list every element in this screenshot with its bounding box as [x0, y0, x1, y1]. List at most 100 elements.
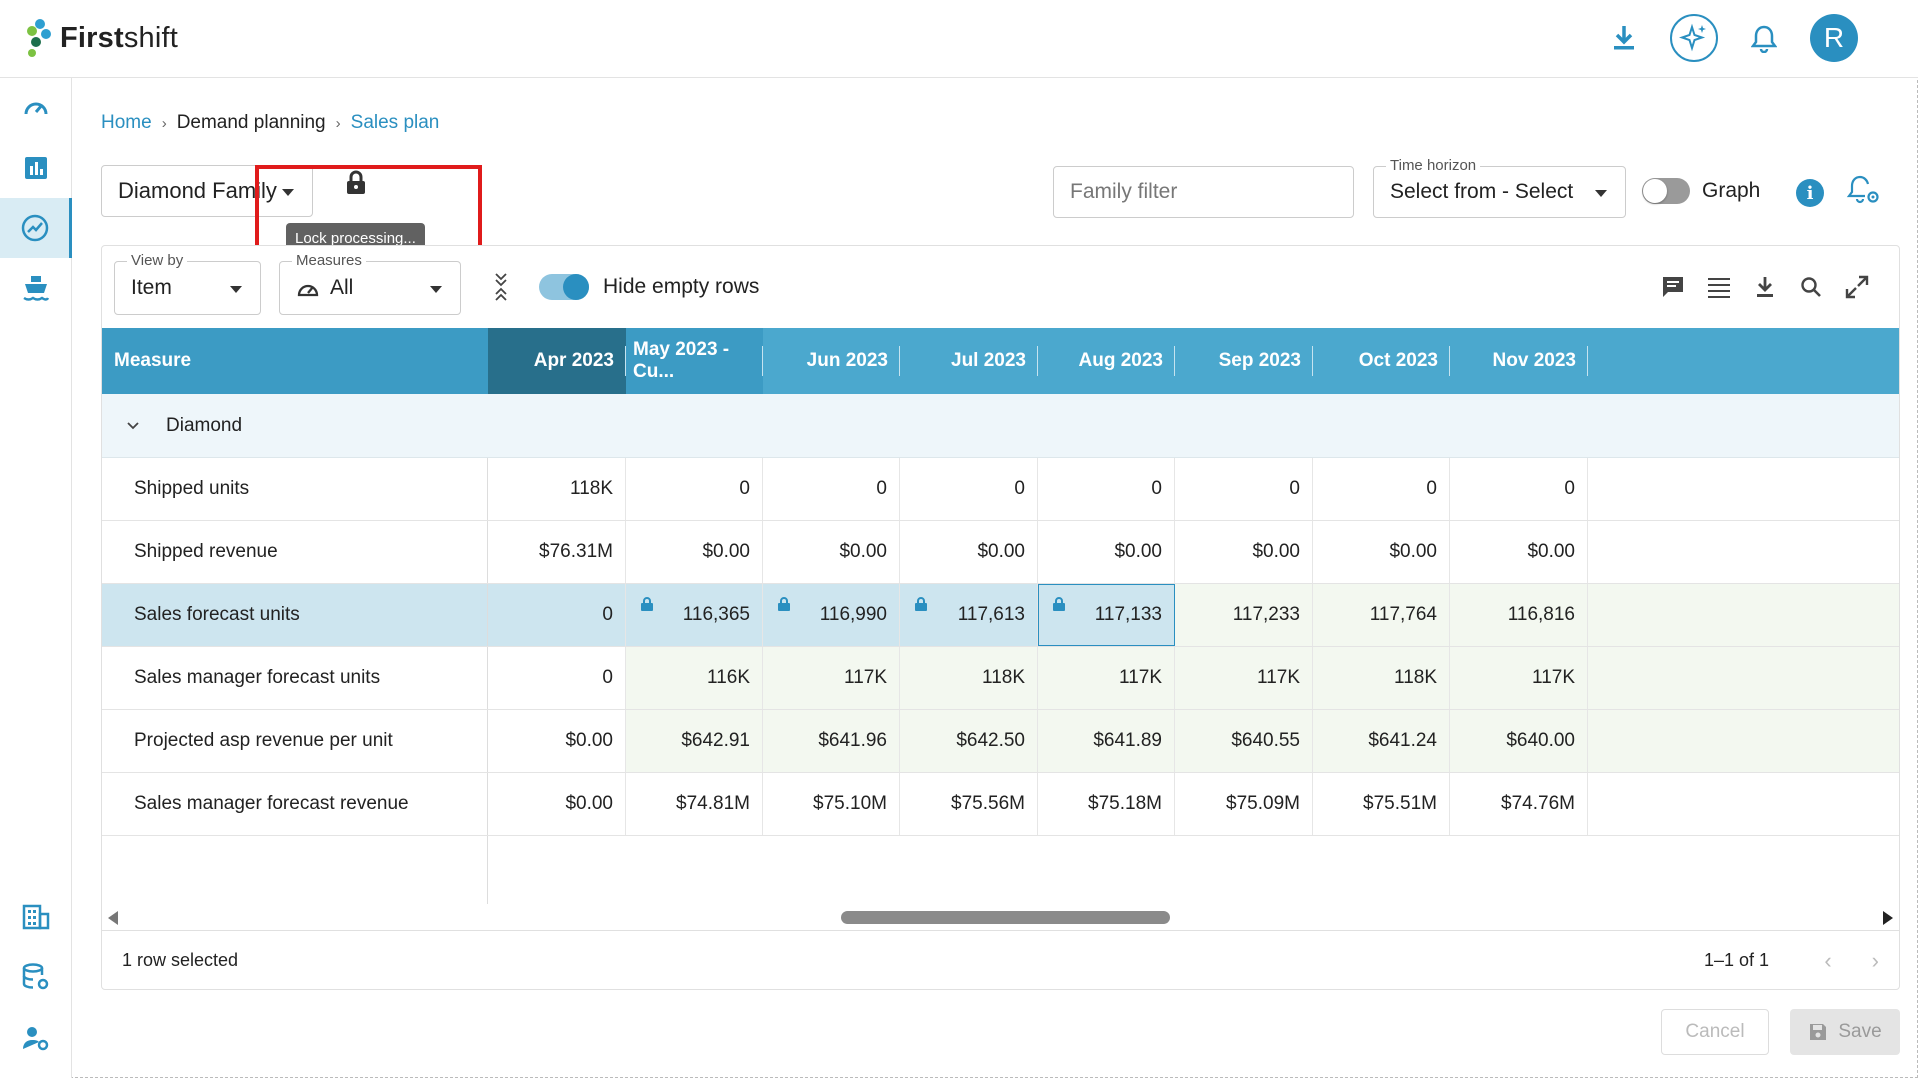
search-icon[interactable]	[1797, 273, 1825, 301]
column-header[interactable]: Apr 2023	[488, 328, 626, 394]
row-label: Sales manager forecast units	[102, 647, 488, 709]
user-avatar[interactable]: R	[1810, 14, 1858, 62]
table-cell: 0	[1313, 458, 1450, 520]
editable-cell[interactable]: 117K	[1450, 647, 1588, 709]
sales-plan-grid-card: View by Item Measures All Hide empty row…	[101, 245, 1900, 990]
column-header-measure[interactable]: Measure	[102, 328, 488, 394]
hide-empty-rows-toggle[interactable]: Hide empty rows	[539, 274, 759, 300]
table-row-selected[interactable]: Sales forecast units 0 116,365 116,990 1…	[102, 584, 1899, 647]
horizontal-scrollbar[interactable]	[102, 906, 1899, 928]
breadcrumb-home[interactable]: Home	[101, 112, 152, 133]
time-horizon-select[interactable]: Time horizon Select from - Select	[1373, 157, 1626, 218]
time-horizon-label: Time horizon	[1386, 157, 1481, 174]
comments-icon[interactable]	[1659, 273, 1687, 301]
sidebar-item-reports[interactable]	[0, 138, 72, 198]
time-horizon-value: Select from - Select	[1390, 180, 1574, 203]
table-row[interactable]: Shipped units 118K 0 0 0 0 0 0 0	[102, 458, 1899, 521]
breadcrumb-sales-plan[interactable]: Sales plan	[350, 112, 440, 133]
view-by-label: View by	[127, 252, 188, 269]
table-cell: $0.00	[900, 521, 1038, 583]
view-by-select[interactable]: View by Item	[114, 252, 261, 315]
group-row[interactable]: Diamond	[102, 394, 1899, 458]
breadcrumb-demand-planning[interactable]: Demand planning	[176, 112, 326, 133]
editable-cell[interactable]: $641.96	[763, 710, 900, 772]
editable-cell[interactable]: $642.50	[900, 710, 1038, 772]
editable-cell[interactable]: 117K	[1175, 647, 1313, 709]
editable-cell[interactable]: 116K	[626, 647, 763, 709]
editable-cell[interactable]: 117K	[1038, 647, 1175, 709]
editable-cell[interactable]: $642.91	[626, 710, 763, 772]
app-logo[interactable]: Firstshift	[26, 18, 178, 58]
next-page-icon[interactable]: ›	[1871, 947, 1879, 973]
chevron-down-icon[interactable]	[126, 421, 140, 431]
download-icon[interactable]	[1600, 14, 1648, 62]
sidebar-item-data-settings[interactable]	[0, 947, 72, 1007]
table-cell: 0	[900, 458, 1038, 520]
column-header[interactable]: Oct 2023	[1313, 328, 1450, 394]
table-row[interactable]: Projected asp revenue per unit $0.00 $64…	[102, 710, 1899, 773]
family-select[interactable]: Diamond Family	[101, 165, 313, 217]
notification-settings-icon[interactable]	[1846, 172, 1882, 213]
scroll-left-arrow-icon[interactable]	[108, 911, 118, 925]
notification-bell-icon[interactable]	[1740, 14, 1788, 62]
locked-cell[interactable]: 116,990	[763, 584, 900, 646]
cell-value: 116,365	[682, 604, 750, 625]
measures-value: All	[330, 276, 354, 299]
gauge-icon	[24, 102, 48, 115]
save-button[interactable]: Save	[1790, 1009, 1900, 1055]
column-header[interactable]: Jun 2023	[763, 328, 900, 394]
column-header[interactable]: May 2023 - Cu...	[626, 328, 763, 394]
table-cell: $75.10M	[763, 773, 900, 835]
table-cell: $75.09M	[1175, 773, 1313, 835]
scroll-right-arrow-icon[interactable]	[1883, 911, 1893, 925]
info-icon[interactable]: i	[1796, 179, 1824, 207]
table-cell: $0.00	[763, 521, 900, 583]
lock-icon	[778, 597, 790, 611]
graph-toggle[interactable]: Graph	[1642, 178, 1760, 204]
previous-page-icon[interactable]: ‹	[1824, 947, 1832, 973]
graph-switch[interactable]	[1642, 178, 1690, 204]
sidebar-item-organization[interactable]	[0, 886, 72, 946]
editable-cell[interactable]: 117,233	[1175, 584, 1313, 646]
export-download-icon[interactable]	[1751, 273, 1779, 301]
cancel-button[interactable]: Cancel	[1661, 1009, 1769, 1055]
save-icon	[1810, 1024, 1827, 1040]
editable-cell[interactable]: 118K	[900, 647, 1038, 709]
measures-select[interactable]: Measures All	[279, 252, 461, 315]
table-cell[interactable]: 0	[488, 584, 626, 646]
column-header[interactable]: Aug 2023	[1038, 328, 1175, 394]
table-row[interactable]: Shipped revenue $76.31M $0.00 $0.00 $0.0…	[102, 521, 1899, 584]
editable-cell[interactable]: $640.00	[1450, 710, 1588, 772]
table-row[interactable]: Sales manager forecast revenue $0.00 $74…	[102, 773, 1899, 836]
family-filter-input[interactable]: Family filter	[1053, 166, 1354, 218]
scrollbar-thumb[interactable]	[841, 911, 1170, 924]
locked-cell[interactable]: 116,365	[626, 584, 763, 646]
editable-cell[interactable]: $641.89	[1038, 710, 1175, 772]
sidebar-item-dashboard[interactable]	[0, 78, 72, 138]
sidebar-item-supply[interactable]	[0, 258, 72, 318]
table-row[interactable]: Sales manager forecast units 0 116K 117K…	[102, 647, 1899, 710]
collapse-all-icon[interactable]	[494, 272, 508, 307]
editable-cell[interactable]: 116,816	[1450, 584, 1588, 646]
sidebar-item-demand-planning[interactable]	[0, 198, 72, 258]
ai-sparkle-icon[interactable]	[1670, 14, 1718, 62]
editable-cell[interactable]: 117,764	[1313, 584, 1450, 646]
density-icon[interactable]	[1705, 273, 1733, 301]
fullscreen-icon[interactable]	[1843, 273, 1871, 301]
locked-cell-focused[interactable]: 117,133	[1038, 584, 1175, 646]
editable-cell[interactable]: 118K	[1313, 647, 1450, 709]
view-by-value: Item	[131, 276, 172, 299]
sidebar-item-user-settings[interactable]	[0, 1008, 72, 1068]
column-header[interactable]: Sep 2023	[1175, 328, 1313, 394]
column-header[interactable]: Jul 2023	[900, 328, 1038, 394]
table-cell[interactable]: 0	[488, 647, 626, 709]
lock-icon[interactable]	[345, 170, 367, 201]
editable-cell[interactable]: $640.55	[1175, 710, 1313, 772]
editable-cell[interactable]: 117K	[763, 647, 900, 709]
hide-empty-rows-switch[interactable]	[539, 274, 589, 300]
editable-cell[interactable]: $641.24	[1313, 710, 1450, 772]
grid-footer: 1 row selected 1–1 of 1 ‹ ›	[102, 930, 1899, 990]
column-header[interactable]: Nov 2023	[1450, 328, 1588, 394]
table-cell[interactable]: $0.00	[488, 710, 626, 772]
locked-cell[interactable]: 117,613	[900, 584, 1038, 646]
